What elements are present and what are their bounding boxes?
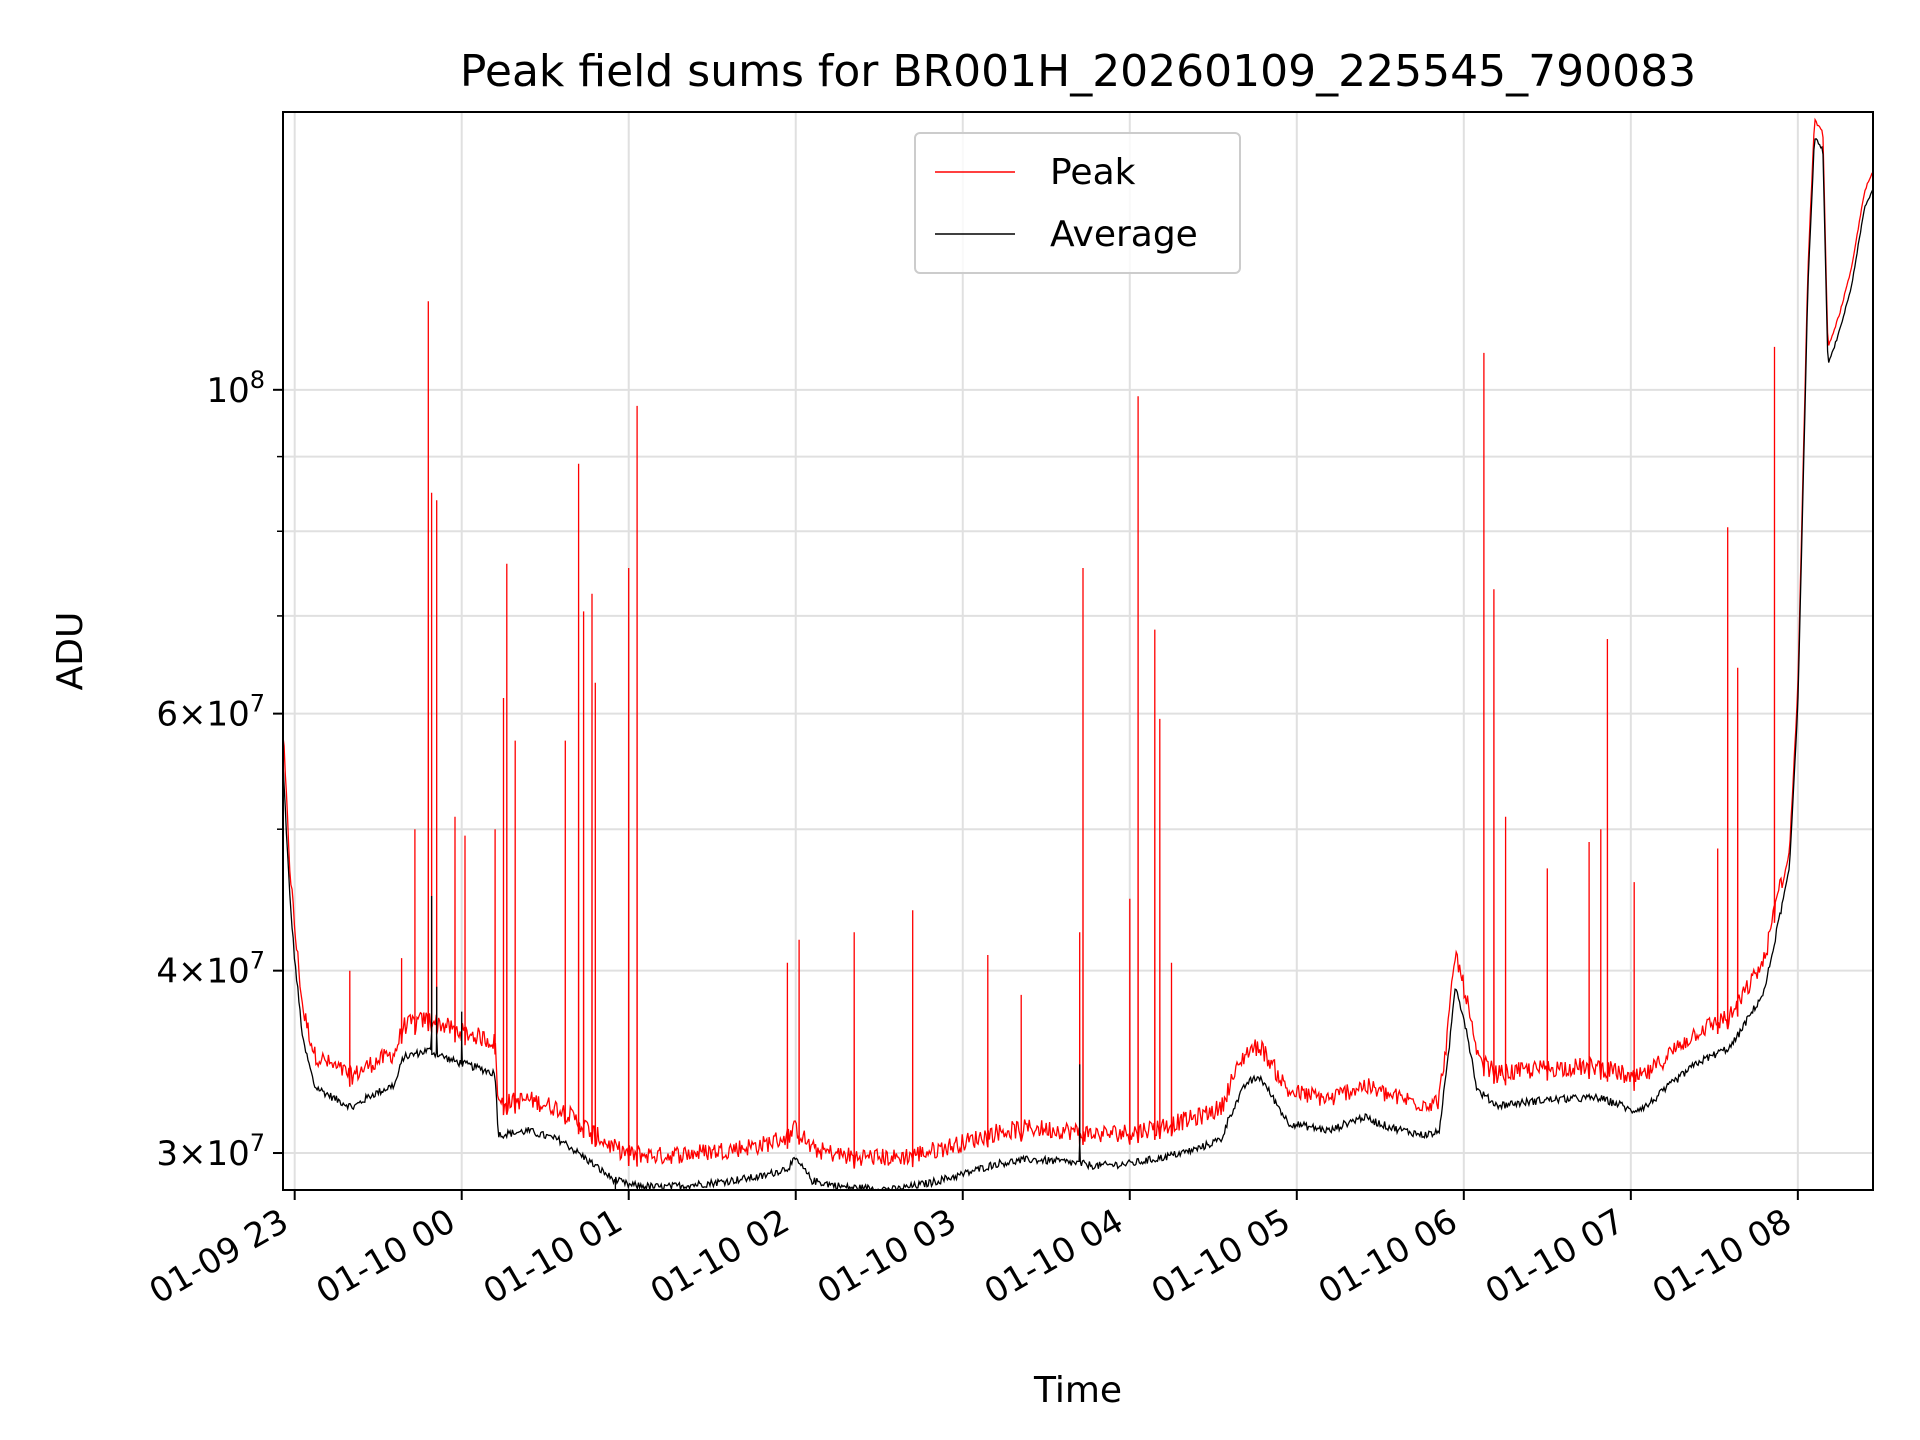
legend: Peak Average bbox=[914, 132, 1241, 274]
legend-average-label: Average bbox=[1050, 214, 1198, 255]
y-tick-label: 4×107 bbox=[156, 947, 265, 992]
series-layer bbox=[283, 117, 1873, 1190]
y-tick-labels: 3×107 4×107 6×107 108 bbox=[156, 366, 265, 1174]
chart-title: Peak field sums for BR001H_20260109_2255… bbox=[460, 46, 1696, 97]
x-axis-label: Time bbox=[1033, 1370, 1122, 1411]
y-tick-label: 6×107 bbox=[156, 690, 265, 735]
series-average-line bbox=[283, 138, 1873, 1190]
y-axis-label: ADU bbox=[50, 612, 91, 691]
axis-ticks bbox=[273, 388, 1799, 1200]
plot-frame bbox=[282, 111, 1874, 1191]
y-tick-label: 3×107 bbox=[156, 1129, 265, 1174]
legend-peak-label: Peak bbox=[1050, 152, 1136, 193]
legend-box bbox=[914, 132, 1241, 274]
y-tick-label: 108 bbox=[206, 366, 265, 411]
series-peak-line bbox=[283, 117, 1873, 1169]
